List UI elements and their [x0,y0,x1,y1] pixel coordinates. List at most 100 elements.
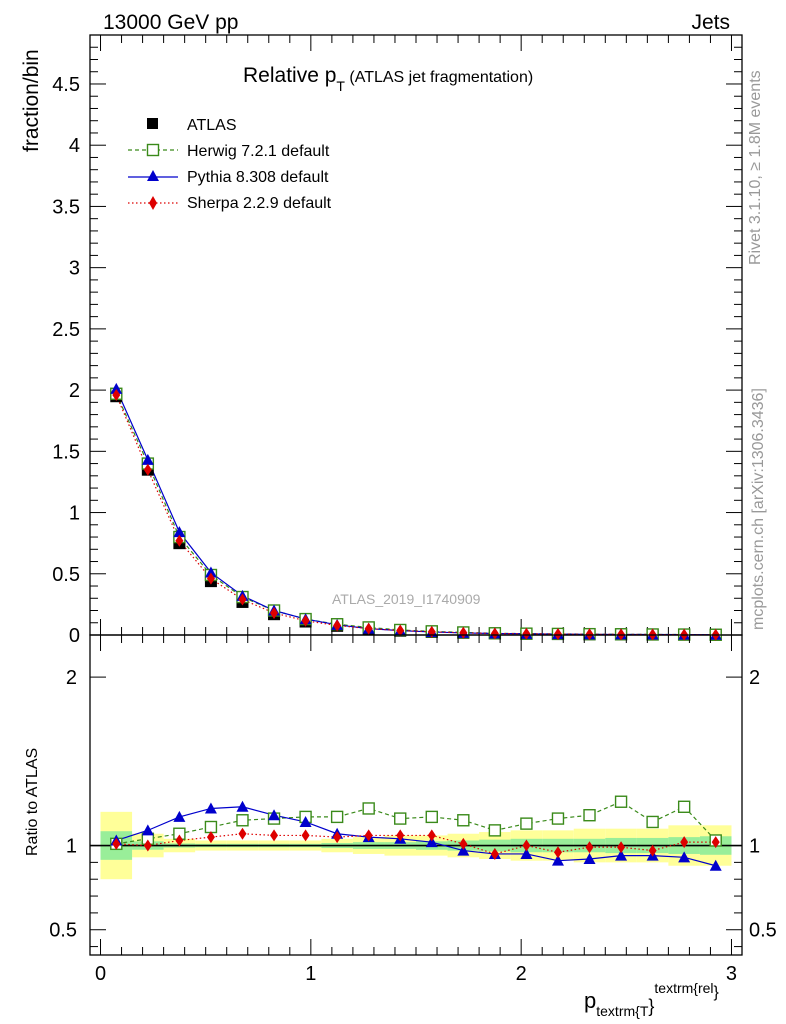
ratio-plot-ticks [90,635,742,955]
x-label-sup-brace: } [714,984,720,1001]
ratio-point-herwig [457,814,470,827]
main-point-sherpa [585,628,594,641]
title-main: Relative p [243,64,336,87]
ratio-point-herwig [362,802,375,815]
analysis-watermark: ATLAS_2019_I1740909 [332,591,481,607]
ratio-plot-frame [89,634,743,956]
x-tick-label: 1 [305,963,316,985]
x-tick-label: 3 [726,963,737,985]
main-point-pythia [110,382,123,394]
ratio-y-axis-label: Ratio to ATLAS [24,748,41,856]
x-tick-labels: 0 1 2 3 [95,963,737,985]
main-y-tick-label: 0.5 [52,564,80,586]
main-point-sherpa [459,626,468,639]
ratio-point-sherpa [711,836,720,849]
ratio-point-herwig [614,795,628,808]
ratio-y-tick-label-right: 0.5 [749,920,777,942]
ratio-point-herwig [646,815,659,829]
ratio-point-herwig [551,812,565,825]
title-rest: (ATLAS jet fragmentation) [345,69,533,86]
plot-title: Relative pT (ATLAS jet fragmentation) [243,64,533,94]
main-point-sherpa [553,628,562,641]
ratio-point-sherpa [175,834,184,847]
ratio-point-herwig [330,810,344,824]
main-y-tick-label: 0 [69,625,80,647]
ratio-point-pythia [709,859,722,871]
ratio-point-sherpa [364,829,373,842]
main-point-sherpa [301,614,310,627]
ratio-y-tick-label-right: 2 [749,667,760,689]
main-point-pythia [141,453,154,465]
main-point-pythia [204,566,217,578]
ratio-point-pythia [551,854,564,866]
ratio-point-sherpa [427,829,436,842]
ratio-y-tick-label-left: 2 [66,667,77,689]
ratio-series-line-sherpa [116,833,716,855]
jets-label: Jets [691,11,730,34]
ratio-point-sherpa [522,839,531,852]
ratio-point-sherpa [143,839,152,852]
main-y-tick-label: 3.5 [52,196,80,218]
ratio-point-herwig [583,809,596,822]
main-y-tick-labels: 0 0.5 1 1.5 2 2.5 3 3.5 4 4.5 [52,74,80,647]
x-axis-label: ptextrm{T}textrm{rel} [584,980,720,1019]
ratio-point-sherpa [270,829,279,842]
main-point-sherpa [112,389,121,401]
legend-marker-herwig [146,143,160,157]
legend-label-herwig: Herwig 7.2.1 default [187,143,330,160]
main-y-tick-label: 3 [69,258,80,280]
ratio-point-pythia [583,853,596,864]
ratio-point-herwig [425,810,438,824]
main-point-sherpa [175,534,184,547]
ratio-point-sherpa [648,844,657,857]
ratio-plot-series [110,795,722,871]
legend-label-sherpa: Sherpa 2.2.9 default [187,195,332,212]
ratio-point-sherpa [112,837,121,850]
ratio-y-tick-label-left: 1 [66,836,77,858]
ratio-point-sherpa [490,847,499,860]
ratio-point-sherpa [459,837,468,850]
x-label-superscript: textrm{rel [654,980,713,996]
ratio-y-tick-labels: 0.5 0.5 1 1 2 2 [49,667,777,942]
ratio-point-pythia [268,809,281,821]
ratio-series-line-pythia [116,806,716,867]
x-tick-label: 0 [95,963,106,985]
ratio-point-sherpa [585,841,594,854]
legend-marker-sherpa [149,196,157,210]
main-point-pythia [173,526,186,538]
title-subscript: T [336,78,345,94]
ratio-point-sherpa [206,831,215,844]
main-point-sherpa [522,627,531,640]
main-point-sherpa [270,606,279,619]
main-y-tick-label: 4.5 [52,74,80,96]
rivet-label: Rivet 3.1.10, ≥ 1.8M events [747,70,764,265]
ratio-point-pythia [678,851,691,863]
x-tick-label: 2 [516,963,527,985]
ratio-point-herwig [488,824,502,837]
ratio-point-pythia [520,847,533,859]
ratio-point-sherpa [238,827,247,840]
legend-label-pythia: Pythia 8.308 default [187,169,329,186]
ratio-y-tick-label-right: 1 [749,836,760,858]
legend: ATLAS Herwig 7.2.1 default Pythia 8.308 … [128,117,332,212]
ratio-point-herwig [236,814,249,827]
ratio-point-pythia [615,849,628,861]
ratio-point-sherpa [301,829,310,842]
main-point-sherpa [490,627,499,640]
main-point-sherpa [238,593,247,606]
main-y-axis-label: fraction/bin [20,49,43,152]
ratio-point-sherpa [617,841,626,854]
main-point-sherpa [143,463,152,476]
ratio-point-pythia [173,810,186,822]
ratio-point-pythia [204,802,217,814]
main-point-sherpa [364,622,373,635]
x-label-p: p [584,988,596,1013]
mcplots-label: mcplots.cern.ch [arXiv:1306.3436] [750,388,767,630]
legend-marker-pythia [147,170,159,181]
ratio-point-sherpa [680,836,689,849]
main-y-tick-label: 2.5 [52,319,80,341]
main-point-sherpa [206,572,215,585]
ratio-point-sherpa [396,829,405,842]
ratio-point-sherpa [553,846,562,859]
